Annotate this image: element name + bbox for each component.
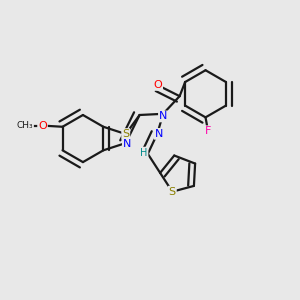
Text: S: S xyxy=(122,129,129,139)
Text: S: S xyxy=(169,187,176,197)
Text: N: N xyxy=(123,140,131,149)
Text: O: O xyxy=(38,121,47,130)
Text: F: F xyxy=(205,126,211,136)
Text: O: O xyxy=(153,80,162,90)
Text: N: N xyxy=(159,111,167,122)
Text: N: N xyxy=(155,129,163,139)
Text: CH₃: CH₃ xyxy=(16,121,33,130)
Text: H: H xyxy=(140,148,148,158)
